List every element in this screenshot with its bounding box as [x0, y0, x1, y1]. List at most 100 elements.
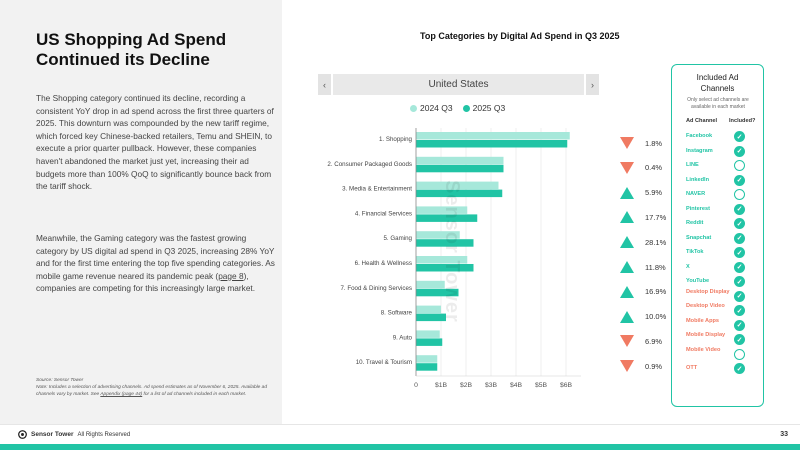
check-icon: ✓ — [734, 276, 745, 287]
ad-channel-name: LinkedIn — [686, 176, 709, 183]
note-text-a: Note: Includes a selection of advertisin… — [36, 385, 268, 397]
ad-channel-row: OTT ✓ — [672, 362, 763, 376]
yoy-change-value: 0.4% — [645, 163, 663, 173]
category-label: 7. Food & Dining Services — [340, 285, 412, 292]
triangle-down-icon — [620, 137, 634, 149]
ad-channel-row: Pinterest ✓ — [672, 203, 763, 217]
market-select[interactable]: United States — [333, 74, 584, 95]
chart-legend: 2024 Q3 2025 Q3 — [410, 103, 505, 113]
bar-2025 — [416, 313, 446, 322]
bar-2024 — [416, 305, 441, 314]
yoy-change-value: 16.9% — [645, 287, 667, 297]
category-label: 4. Financial Services — [355, 210, 412, 217]
ad-channel-name: Mobile Display — [686, 332, 726, 338]
bar-2025 — [416, 140, 568, 148]
prev-market-button[interactable]: ‹ — [318, 74, 331, 95]
source-label: Source: Sensor Tower — [36, 378, 84, 383]
x-tick-label: $4B — [510, 382, 523, 389]
chart-title: Top Categories by Digital Ad Spend in Q3… — [420, 31, 620, 41]
legend-label-2024: 2024 Q3 — [420, 103, 453, 113]
legend-item-2025: 2025 Q3 — [462, 103, 506, 113]
ad-channel-name: Instagram — [686, 147, 713, 154]
page-title: US Shopping Ad Spend Continued its Decli… — [36, 30, 266, 70]
yoy-change-row: 6.9% — [620, 335, 662, 348]
appendix-link[interactable]: Appendix (page 44) — [100, 392, 143, 397]
category-label: 3. Media & Entertainment — [342, 186, 412, 193]
footer-rights: All Rights Reserved — [77, 431, 131, 438]
bar-2025 — [416, 239, 474, 247]
note-text: Note: Includes a selection of advertisin… — [36, 384, 276, 398]
included-header: Included? — [729, 118, 756, 124]
legend-swatch-2025 — [462, 105, 470, 113]
ad-channel-row: Desktop Display ✓ — [672, 289, 763, 304]
ad-channel-row: Mobile Video — [672, 346, 763, 362]
footer-divider — [0, 424, 800, 425]
ad-channel-name: Mobile Apps — [686, 317, 720, 324]
triangle-down-icon — [620, 360, 634, 373]
bar-2024 — [416, 280, 445, 289]
page-number: 33 — [780, 431, 788, 438]
check-icon: ✓ — [734, 319, 745, 331]
ad-channel-row: YouTube ✓ — [672, 275, 763, 289]
check-icon: ✓ — [734, 232, 745, 244]
ad-channel-name: Facebook — [686, 133, 713, 139]
x-tick-label: $5B — [535, 382, 548, 389]
market-selector: ‹ United States › — [318, 74, 599, 95]
yoy-change-value: 10.0% — [645, 312, 667, 322]
page-8-link[interactable]: page 8 — [218, 270, 244, 281]
legend-label-2025: 2025 Q3 — [472, 103, 506, 113]
bar-2024 — [416, 231, 460, 239]
yoy-change-row: 0.4% — [620, 161, 663, 174]
ad-channel-name: X — [686, 263, 690, 270]
ad-channel-row: Mobile Apps ✓ — [672, 317, 763, 333]
ad-channels-title: Included Ad Channels — [672, 72, 763, 94]
empty-circle-icon — [734, 189, 745, 200]
x-tick-label: $3B — [485, 382, 498, 389]
body-paragraph-shopping: The Shopping category continued its decl… — [36, 93, 274, 192]
bar-2025 — [416, 214, 478, 222]
body-text: Meanwhile, the Gaming category was the f… — [36, 233, 275, 281]
bar-2024 — [416, 256, 468, 264]
ad-channel-row: LINE — [672, 159, 763, 173]
title-line-1: US Shopping Ad Spend — [36, 30, 227, 49]
yoy-change-row: 10.0% — [620, 310, 667, 323]
triangle-up-icon — [620, 310, 634, 323]
triangle-up-icon — [620, 186, 634, 199]
ad-channel-name: YouTube — [686, 278, 710, 284]
check-icon: ✓ — [734, 305, 745, 316]
yoy-change-value: 28.1% — [645, 237, 667, 247]
ad-channel-row: Instagram ✓ — [672, 145, 763, 159]
yoy-change-row: 28.1% — [620, 236, 667, 249]
check-icon: ✓ — [734, 363, 745, 374]
next-market-button[interactable]: › — [586, 74, 599, 95]
ad-channel-row: Desktop Video ✓ — [672, 303, 763, 318]
ad-channel-name: Desktop Video — [686, 303, 725, 309]
ad-channel-name: LINE — [686, 162, 699, 168]
ad-channels-subtitle: Only select ad channels are available in… — [687, 97, 749, 110]
bar-2025 — [416, 189, 503, 198]
ad-channel-row: LinkedIn ✓ — [672, 174, 763, 188]
bar-2025 — [416, 338, 443, 346]
ad-channel-name: Mobile Video — [686, 346, 721, 353]
bar-2024 — [416, 355, 438, 363]
yoy-change-value: 0.9% — [645, 361, 663, 371]
triangle-down-icon — [620, 335, 634, 348]
watermark: Sensor Tower — [441, 180, 463, 323]
category-label: 1. Shopping — [379, 136, 413, 143]
ad-channel-name: TikTok — [686, 249, 704, 255]
body-paragraph-gaming: Meanwhile, the Gaming category was the f… — [36, 232, 276, 295]
bar-2025 — [416, 164, 504, 173]
yoy-change-row: 0.9% — [620, 360, 663, 373]
x-tick-label: 0 — [414, 382, 418, 389]
bar-2024 — [416, 330, 440, 338]
triangle-up-icon — [620, 261, 634, 273]
yoy-change-row: 1.8% — [620, 137, 662, 149]
check-icon: ✓ — [734, 290, 745, 302]
bar-2025 — [416, 288, 459, 297]
bar-chart: 0 $1B $2B $3B $4B $5B $6B 1. Shopping 2. Consume… — [327, 128, 581, 389]
bar-2024 — [416, 181, 499, 190]
x-tick-label: $1B — [435, 382, 448, 389]
source-note: Source: Sensor Tower Note: Includes a se… — [36, 377, 276, 398]
yoy-change-row: 5.9% — [620, 186, 662, 199]
footer: Sensor Tower All Rights Reserved — [18, 430, 130, 439]
